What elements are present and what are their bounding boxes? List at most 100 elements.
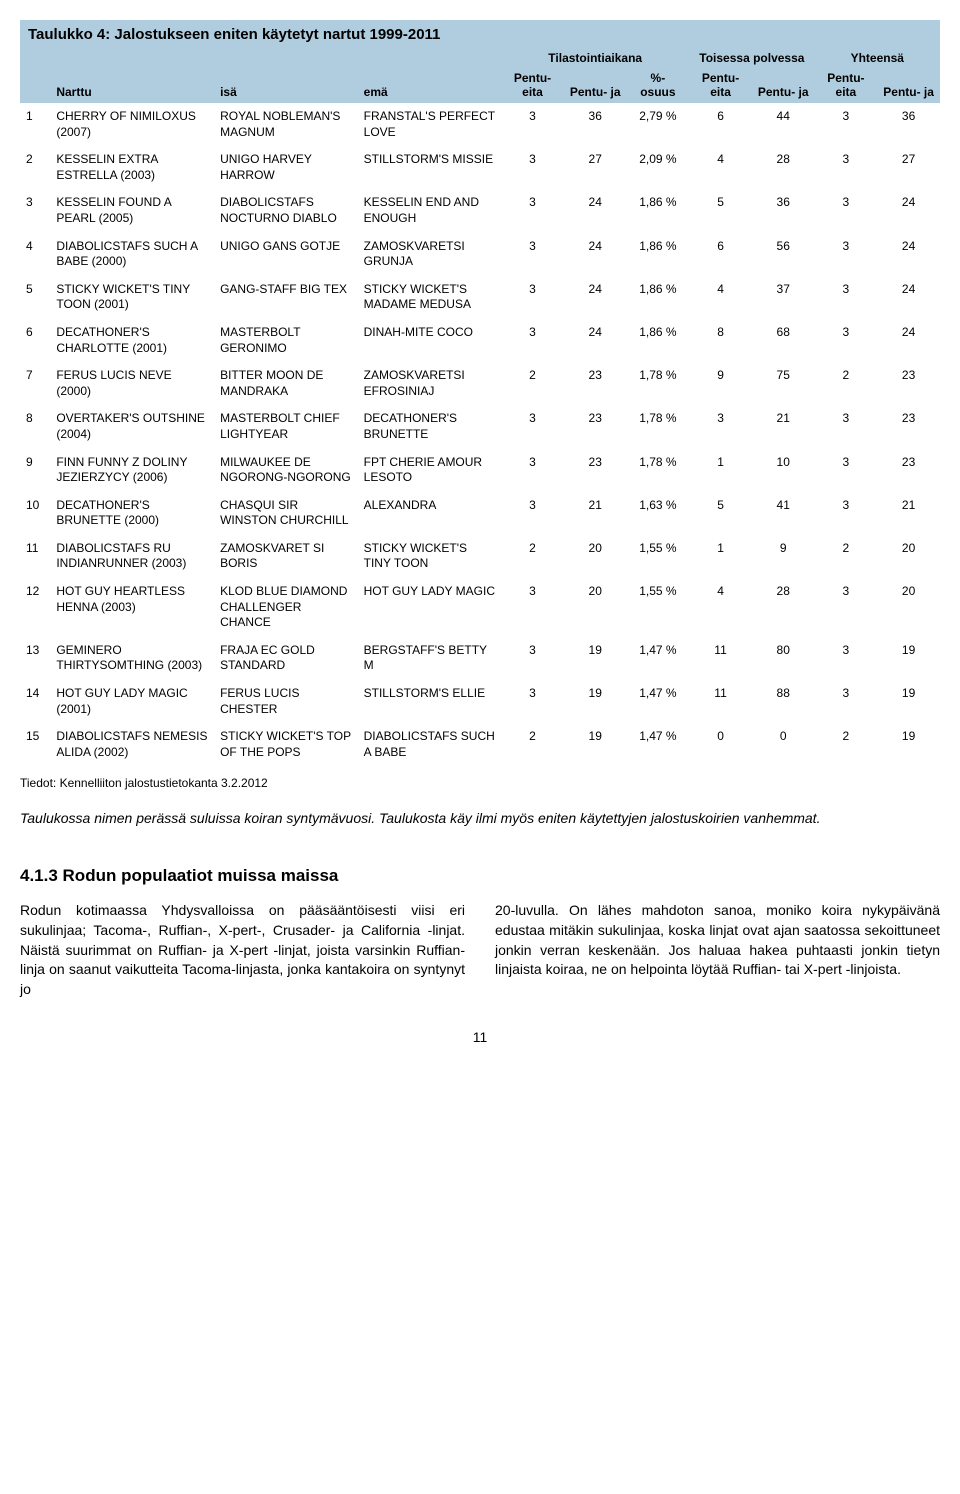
cell-ema: ZAMOSKVARETSI GRUNJA — [358, 233, 502, 276]
cell-a2: 19 — [564, 637, 627, 680]
cell-rank: 2 — [20, 146, 50, 189]
cell-narttu: DIABOLICSTAFS NEMESIS ALIDA (2002) — [50, 723, 214, 766]
cell-c1: 3 — [815, 680, 878, 723]
table-row: 7FERUS LUCIS NEVE (2000)BITTER MOON DE M… — [20, 362, 940, 405]
cell-c1: 3 — [815, 103, 878, 146]
cell-narttu: KESSELIN EXTRA ESTRELLA (2003) — [50, 146, 214, 189]
cell-c2: 36 — [877, 103, 940, 146]
table-row: 3KESSELIN FOUND A PEARL (2005)DIABOLICST… — [20, 189, 940, 232]
cell-a3: 1,47 % — [627, 637, 690, 680]
h-a2: Pentu- ja — [564, 67, 627, 103]
cell-b1: 9 — [689, 362, 752, 405]
cell-rank: 13 — [20, 637, 50, 680]
cell-b2: 28 — [752, 146, 815, 189]
cell-b2: 56 — [752, 233, 815, 276]
cell-a3: 1,47 % — [627, 680, 690, 723]
cell-rank: 14 — [20, 680, 50, 723]
cell-b1: 5 — [689, 189, 752, 232]
cell-b1: 5 — [689, 492, 752, 535]
cell-a1: 3 — [501, 578, 564, 637]
cell-b2: 75 — [752, 362, 815, 405]
cell-rank: 1 — [20, 103, 50, 146]
h-ema: emä — [358, 67, 502, 103]
cell-b1: 1 — [689, 535, 752, 578]
cell-a1: 3 — [501, 637, 564, 680]
cell-c1: 3 — [815, 319, 878, 362]
table-row: 8OVERTAKER'S OUTSHINE (2004)MASTERBOLT C… — [20, 405, 940, 448]
cell-b2: 41 — [752, 492, 815, 535]
cell-isa: UNIGO GANS GOTJE — [214, 233, 358, 276]
cell-c1: 3 — [815, 492, 878, 535]
h-c1: Pentu- eita — [815, 67, 878, 103]
cell-c2: 24 — [877, 189, 940, 232]
cell-a3: 1,47 % — [627, 723, 690, 766]
cell-rank: 11 — [20, 535, 50, 578]
table-row: 10DECATHONER'S BRUNETTE (2000)CHASQUI SI… — [20, 492, 940, 535]
h-c2: Pentu- ja — [877, 67, 940, 103]
cell-a3: 1,86 % — [627, 189, 690, 232]
cell-ema: ZAMOSKVARETSI EFROSINIAJ — [358, 362, 502, 405]
table-row: 5STICKY WICKET'S TINY TOON (2001)GANG-ST… — [20, 276, 940, 319]
cell-b1: 0 — [689, 723, 752, 766]
cell-rank: 5 — [20, 276, 50, 319]
body-col-left: Rodun kotimaassa Yhdysvalloissa on pääsä… — [20, 901, 465, 999]
cell-a1: 2 — [501, 535, 564, 578]
section-heading: 4.1.3 Rodun populaatiot muissa maissa — [20, 866, 940, 886]
cell-a1: 3 — [501, 492, 564, 535]
table-row: 9FINN FUNNY Z DOLINY JEZIERZYCY (2006)MI… — [20, 449, 940, 492]
cell-a2: 19 — [564, 680, 627, 723]
cell-a2: 24 — [564, 233, 627, 276]
cell-c1: 3 — [815, 449, 878, 492]
body-col-right: 20-luvulla. On lähes mahdoton sanoa, mon… — [495, 901, 940, 999]
table-row: 14HOT GUY LADY MAGIC (2001)FERUS LUCIS C… — [20, 680, 940, 723]
cell-c1: 3 — [815, 233, 878, 276]
cell-isa: ROYAL NOBLEMAN'S MAGNUM — [214, 103, 358, 146]
cell-c1: 2 — [815, 535, 878, 578]
cell-a2: 20 — [564, 535, 627, 578]
cell-b2: 36 — [752, 189, 815, 232]
cell-c2: 23 — [877, 449, 940, 492]
cell-rank: 4 — [20, 233, 50, 276]
cell-ema: DINAH-MITE COCO — [358, 319, 502, 362]
cell-c1: 3 — [815, 405, 878, 448]
cell-rank: 10 — [20, 492, 50, 535]
cell-b1: 3 — [689, 405, 752, 448]
cell-isa: STICKY WICKET'S TOP OF THE POPS — [214, 723, 358, 766]
cell-a3: 1,63 % — [627, 492, 690, 535]
col-narttu — [50, 49, 214, 67]
cell-c1: 3 — [815, 189, 878, 232]
cell-b2: 68 — [752, 319, 815, 362]
cell-isa: GANG-STAFF BIG TEX — [214, 276, 358, 319]
cell-b1: 11 — [689, 637, 752, 680]
cell-narttu: FINN FUNNY Z DOLINY JEZIERZYCY (2006) — [50, 449, 214, 492]
cell-b2: 44 — [752, 103, 815, 146]
cell-b2: 28 — [752, 578, 815, 637]
group-period: Tilastointiaikana — [501, 49, 689, 67]
cell-narttu: DIABOLICSTAFS SUCH A BABE (2000) — [50, 233, 214, 276]
cell-ema: ALEXANDRA — [358, 492, 502, 535]
table-row: 2KESSELIN EXTRA ESTRELLA (2003)UNIGO HAR… — [20, 146, 940, 189]
cell-rank: 7 — [20, 362, 50, 405]
cell-a2: 36 — [564, 103, 627, 146]
cell-b2: 88 — [752, 680, 815, 723]
cell-a2: 19 — [564, 723, 627, 766]
cell-a2: 21 — [564, 492, 627, 535]
cell-ema: STICKY WICKET'S MADAME MEDUSA — [358, 276, 502, 319]
cell-narttu: DIABOLICSTAFS RU INDIANRUNNER (2003) — [50, 535, 214, 578]
cell-a3: 2,79 % — [627, 103, 690, 146]
cell-isa: UNIGO HARVEY HARROW — [214, 146, 358, 189]
cell-c2: 19 — [877, 637, 940, 680]
cell-narttu: DECATHONER'S BRUNETTE (2000) — [50, 492, 214, 535]
h-b1: Pentu- eita — [689, 67, 752, 103]
cell-b1: 4 — [689, 276, 752, 319]
cell-a1: 3 — [501, 103, 564, 146]
cell-a3: 1,55 % — [627, 535, 690, 578]
page-number: 11 — [20, 1029, 940, 1045]
cell-ema: STILLSTORM'S ELLIE — [358, 680, 502, 723]
cell-c1: 2 — [815, 362, 878, 405]
cell-a1: 3 — [501, 189, 564, 232]
cell-b2: 10 — [752, 449, 815, 492]
cell-narttu: DECATHONER'S CHARLOTTE (2001) — [50, 319, 214, 362]
cell-isa: MILWAUKEE DE NGORONG-NGORONG — [214, 449, 358, 492]
cell-narttu: OVERTAKER'S OUTSHINE (2004) — [50, 405, 214, 448]
